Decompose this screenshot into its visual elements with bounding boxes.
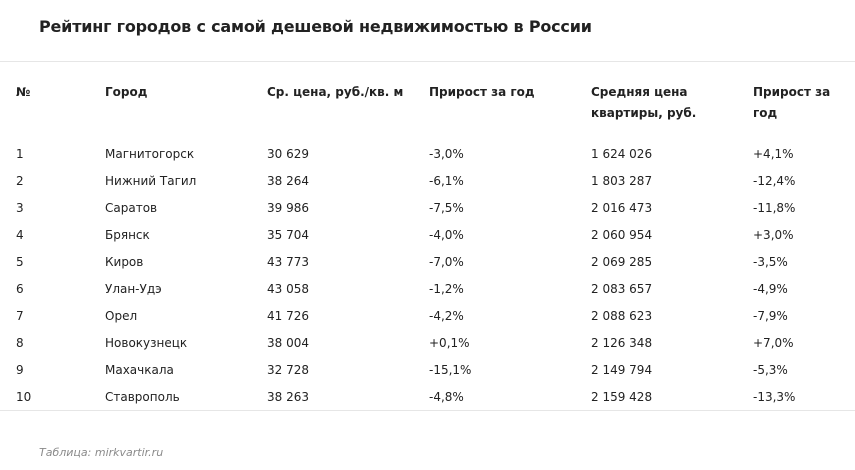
cell-growth-avg: -4,9%	[753, 282, 788, 296]
cell-num: 8	[16, 336, 24, 350]
cell-price-sqm: 39 986	[267, 201, 309, 215]
cell-avg-price: 2 083 657	[591, 282, 653, 296]
cell-price-sqm: 35 704	[267, 228, 309, 242]
table-row: 10 Ставрополь 38 263 -4,8% 2 159 428 -13…	[0, 385, 855, 412]
cell-growth-avg: +4,1%	[753, 147, 794, 161]
cell-growth-sqm: -7,0%	[429, 255, 464, 269]
cell-city: Киров	[105, 255, 144, 269]
table-row: 2 Нижний Тагил 38 264 -6,1% 1 803 287 -1…	[0, 169, 855, 196]
bottom-divider	[0, 410, 855, 411]
cell-num: 4	[16, 228, 24, 242]
cell-growth-avg: -3,5%	[753, 255, 788, 269]
cell-growth-sqm: -1,2%	[429, 282, 464, 296]
cell-avg-price: 2 159 428	[591, 390, 653, 404]
table-row: 5 Киров 43 773 -7,0% 2 069 285 -3,5%	[0, 250, 855, 277]
table-title: Рейтинг городов с самой дешевой недвижим…	[39, 17, 592, 36]
table-row: 8 Новокузнецк 38 004 +0,1% 2 126 348 +7,…	[0, 331, 855, 358]
cell-city: Орел	[105, 309, 138, 323]
cell-city: Брянск	[105, 228, 150, 242]
cell-growth-sqm: -15,1%	[429, 363, 472, 377]
cell-city: Ставрополь	[105, 390, 180, 404]
table-row: 1 Магнитогорск 30 629 -3,0% 1 624 026 +4…	[0, 142, 855, 169]
header-city: Город	[105, 85, 148, 99]
cell-num: 6	[16, 282, 24, 296]
table-row: 3 Саратов 39 986 -7,5% 2 016 473 -11,8%	[0, 196, 855, 223]
cell-growth-avg: -11,8%	[753, 201, 796, 215]
cell-city: Новокузнецк	[105, 336, 188, 350]
table-row: 9 Махачкала 32 728 -15,1% 2 149 794 -5,3…	[0, 358, 855, 385]
cell-num: 3	[16, 201, 24, 215]
cell-avg-price: 2 088 623	[591, 309, 653, 323]
header-avg-price-line1: Средняя цена	[591, 85, 688, 99]
cell-growth-sqm: -4,0%	[429, 228, 464, 242]
cell-city: Саратов	[105, 201, 158, 215]
table-row: 7 Орел 41 726 -4,2% 2 088 623 -7,9%	[0, 304, 855, 331]
cell-growth-sqm: +0,1%	[429, 336, 470, 350]
cell-avg-price: 1 803 287	[591, 174, 653, 188]
source-caption: Таблица: mirkvartir.ru	[39, 446, 164, 459]
cell-num: 7	[16, 309, 24, 323]
cell-price-sqm: 38 264	[267, 174, 309, 188]
top-divider	[0, 61, 855, 62]
cell-avg-price: 2 060 954	[591, 228, 653, 242]
cell-price-sqm: 38 263	[267, 390, 309, 404]
cell-growth-sqm: -6,1%	[429, 174, 464, 188]
header-price-sqm: Ср. цена, руб./кв. м	[267, 85, 404, 99]
cell-avg-price: 2 016 473	[591, 201, 653, 215]
cell-growth-avg: +3,0%	[753, 228, 794, 242]
cell-num: 5	[16, 255, 24, 269]
cell-growth-avg: -13,3%	[753, 390, 796, 404]
cell-price-sqm: 43 773	[267, 255, 309, 269]
cell-city: Магнитогорск	[105, 147, 195, 161]
cell-price-sqm: 41 726	[267, 309, 309, 323]
cell-city: Нижний Тагил	[105, 174, 197, 188]
header-avg-price: Средняя цена квартиры, руб.	[591, 82, 696, 124]
cell-price-sqm: 32 728	[267, 363, 309, 377]
cell-price-sqm: 38 004	[267, 336, 309, 350]
cell-avg-price: 1 624 026	[591, 147, 653, 161]
cell-num: 9	[16, 363, 24, 377]
cell-avg-price: 2 149 794	[591, 363, 653, 377]
header-growth-avg: Прирост за год	[753, 85, 831, 120]
header-num: №	[16, 85, 31, 99]
header-growth-sqm: Прирост за год	[429, 85, 535, 99]
cell-growth-sqm: -4,2%	[429, 309, 464, 323]
cell-growth-avg: +7,0%	[753, 336, 794, 350]
cell-city: Махачкала	[105, 363, 174, 377]
cell-growth-avg: -5,3%	[753, 363, 788, 377]
cell-avg-price: 2 126 348	[591, 336, 653, 350]
table-row: 4 Брянск 35 704 -4,0% 2 060 954 +3,0%	[0, 223, 855, 250]
cell-growth-sqm: -4,8%	[429, 390, 464, 404]
cell-growth-sqm: -7,5%	[429, 201, 464, 215]
cell-avg-price: 2 069 285	[591, 255, 653, 269]
cell-price-sqm: 43 058	[267, 282, 309, 296]
cell-growth-avg: -12,4%	[753, 174, 796, 188]
cell-num: 10	[16, 390, 32, 404]
table-row: 6 Улан-Удэ 43 058 -1,2% 2 083 657 -4,9%	[0, 277, 855, 304]
header-avg-price-line2: квартиры, руб.	[591, 106, 697, 120]
cell-growth-avg: -7,9%	[753, 309, 788, 323]
cell-num: 2	[16, 174, 24, 188]
cell-price-sqm: 30 629	[267, 147, 309, 161]
cell-city: Улан-Удэ	[105, 282, 162, 296]
cell-num: 1	[16, 147, 24, 161]
cell-growth-sqm: -3,0%	[429, 147, 464, 161]
